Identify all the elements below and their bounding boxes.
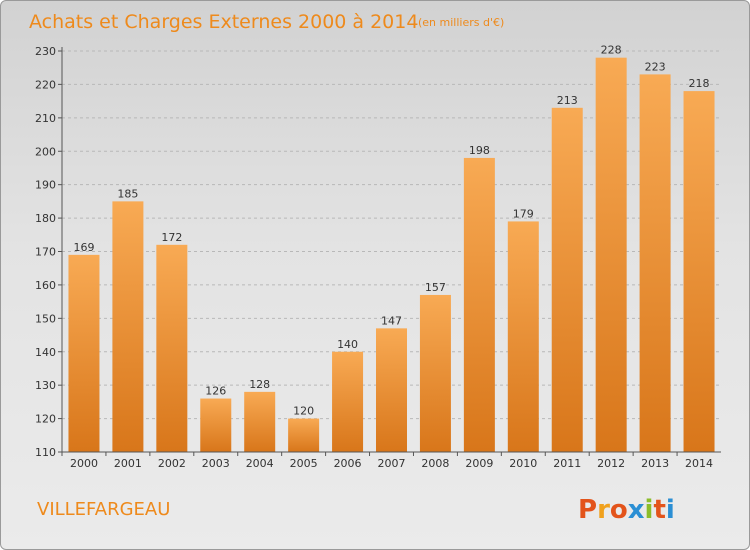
y-axis-labels: 110 120 130 140 150 160 170 180 190 200 210 220 230 [35, 45, 56, 459]
data-label-2012: 228 [601, 44, 622, 57]
commune-name: VILLEFARGEAU [37, 499, 170, 520]
data-label-2003: 126 [205, 385, 226, 398]
x-tick-label-2006: 2006 [334, 457, 362, 470]
y-tick-label: 160 [35, 279, 56, 292]
logo-letter: t [653, 495, 665, 525]
logo-letter: P [578, 495, 597, 525]
data-label-2014: 218 [689, 77, 710, 90]
x-tick-label-2014: 2014 [685, 457, 713, 470]
bar-2012 [595, 57, 627, 452]
y-tick-label: 120 [35, 413, 56, 426]
y-tick-label: 150 [35, 312, 56, 325]
bar-2013 [639, 74, 671, 453]
y-tick-label: 200 [35, 145, 56, 158]
data-label-2009: 198 [469, 144, 490, 157]
x-tick-label-2003: 2003 [202, 457, 230, 470]
chart-unit: (en milliers d'€) [418, 16, 504, 29]
bar-2010 [507, 221, 539, 452]
logo-letter: o [610, 495, 628, 525]
data-label-2013: 223 [645, 60, 666, 73]
x-tick-label-2000: 2000 [70, 457, 98, 470]
data-label-2010: 179 [513, 207, 534, 220]
y-tick-label: 230 [35, 45, 56, 58]
bar-2008 [419, 294, 451, 452]
x-tick-label-2011: 2011 [553, 457, 581, 470]
x-tick-label-2012: 2012 [597, 457, 625, 470]
data-label-2004: 128 [249, 378, 270, 391]
x-tick-label-2013: 2013 [641, 457, 669, 470]
x-tick-label-2001: 2001 [114, 457, 142, 470]
bar-2007 [376, 328, 407, 452]
chart-title: Achats et Charges Externes 2000 à 2014 [29, 11, 418, 33]
data-label-2008: 157 [425, 281, 446, 294]
bar-2011 [551, 107, 583, 452]
y-tick-label: 170 [35, 246, 56, 259]
x-tick-label-2004: 2004 [246, 457, 274, 470]
bar-2009 [463, 157, 495, 452]
data-label-2007: 147 [381, 314, 402, 327]
logo-letter: x [628, 495, 645, 525]
x-tick-label-2005: 2005 [290, 457, 318, 470]
bar-2000 [68, 254, 100, 452]
bar-2002 [156, 244, 188, 452]
x-tick-label-2007: 2007 [378, 457, 406, 470]
bar-2001 [112, 201, 144, 452]
logo-letter: r [597, 495, 610, 525]
y-tick-label: 210 [35, 112, 56, 125]
bar-2003 [200, 398, 232, 452]
x-tick-label-2009: 2009 [465, 457, 493, 470]
bar-2014 [683, 91, 715, 452]
proxiti-logo: Proxiti [578, 495, 675, 525]
logo-letter: i [645, 495, 654, 525]
y-tick-label: 180 [35, 212, 56, 225]
y-tick-label: 190 [35, 179, 56, 192]
x-tick-label-2002: 2002 [158, 457, 186, 470]
x-axis-labels: 2000 2001 2002 2003 2004 2005 2006 2007 2008 2009… [70, 457, 713, 470]
data-label-2001: 185 [117, 187, 138, 200]
logo-letter: i [666, 495, 675, 525]
data-label-2000: 169 [73, 241, 94, 254]
data-label-2011: 213 [557, 94, 578, 107]
y-tick-label: 110 [35, 446, 56, 459]
y-tick-label: 130 [35, 379, 56, 392]
x-tick-label-2008: 2008 [421, 457, 449, 470]
data-label-2005: 120 [293, 405, 314, 418]
data-labels: 169 185 172 126 128 120 140 147 157 198 179 213 228 2… [73, 44, 709, 418]
data-label-2006: 140 [337, 338, 358, 351]
bar-2004 [244, 391, 276, 452]
bar-2006 [332, 351, 364, 452]
bar-2005 [288, 418, 320, 452]
data-label-2002: 172 [161, 231, 182, 244]
x-tick-label-2010: 2010 [509, 457, 537, 470]
y-tick-label: 140 [35, 346, 56, 359]
bars [68, 57, 715, 453]
y-tick-label: 220 [35, 78, 56, 91]
